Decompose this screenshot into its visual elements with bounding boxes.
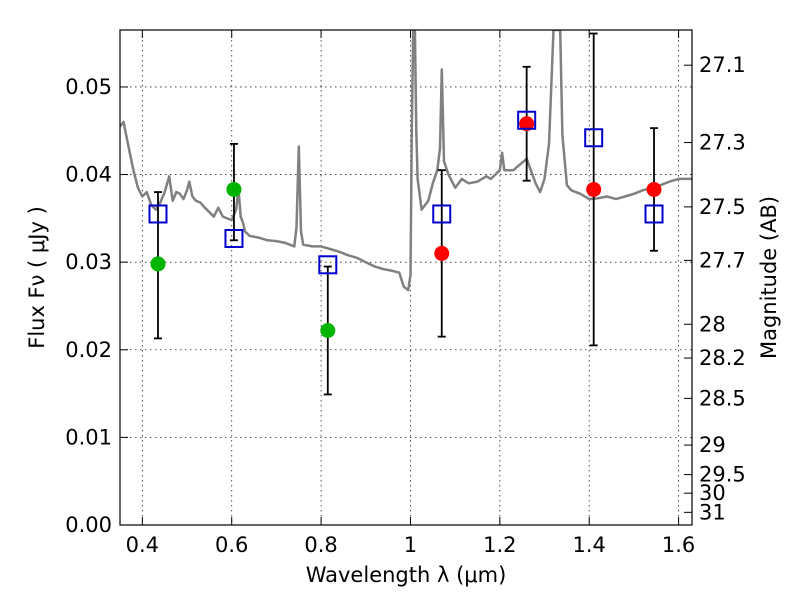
observed-point [434,245,450,261]
x-axis-label: Wavelength λ (μm) [306,563,507,587]
observed-point [519,116,535,132]
y2-tick-label: 29.5 [699,463,746,487]
x-tick-label: 0.6 [215,533,248,557]
model-point [644,204,664,224]
observed-point [586,181,602,197]
y2-tick-label: 27.5 [699,195,746,219]
x-tick-label: 1.2 [483,533,516,557]
x-tick-label: 1 [404,533,417,557]
y2-tick-label: 27.7 [699,248,746,272]
plot-frame [119,29,693,526]
model-point [148,204,168,224]
y-tick-label: 0.00 [65,513,112,537]
axis-ticks [120,30,692,526]
y-tick-label: 0.03 [65,250,112,274]
data-markers [148,110,664,339]
y-tick-label: 0.02 [65,338,112,362]
y-tick-label: 0.01 [65,425,112,449]
y2-tick-label: 27.1 [699,53,746,77]
y2-tick-label: 29 [699,433,726,457]
y2-axis-label: Magnitude (AB) [757,196,781,359]
y-tick-label: 0.05 [65,75,112,99]
observed-point [320,323,336,339]
observed-point [226,181,242,197]
model-point [318,255,338,275]
tick-labels: 0.4 0.6 0.8 1 1.2 1.4 1.6 0.00 0.01 0.02 0.03 0.04 0… [65,53,746,557]
observed-point [150,256,166,272]
error-bars [153,32,659,396]
model-point [584,128,604,148]
y2-tick-label: 28.2 [699,346,746,370]
x-tick-label: 0.4 [126,533,159,557]
y2-tick-label: 31 [699,500,726,524]
y2-tick-label: 28.5 [699,386,746,410]
y2-tick-label: 28 [699,312,726,336]
x-tick-label: 1.4 [573,533,606,557]
model-point [224,229,244,249]
model-point [517,110,537,130]
observed-point [646,181,662,197]
y2-tick-label: 30 [699,481,726,505]
y-axis-label: Flux Fν ( μJy ) [25,206,49,349]
model-point [432,204,452,224]
spectrum-series [120,30,692,292]
x-tick-label: 1.6 [662,533,695,557]
y-tick-label: 0.04 [65,163,112,187]
y2-tick-label: 27.3 [699,131,746,155]
x-tick-label: 0.8 [304,533,337,557]
spectrum-line [120,30,692,292]
grid-lines [120,30,692,526]
